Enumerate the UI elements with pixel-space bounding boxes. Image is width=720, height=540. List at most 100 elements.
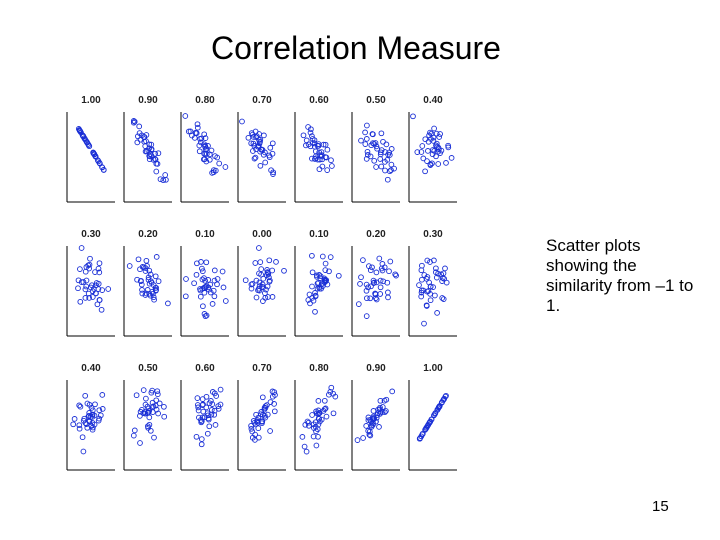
scatter-point	[152, 287, 159, 294]
scatter-point	[423, 303, 430, 309]
scatter-point	[386, 268, 392, 275]
scatter-point	[426, 279, 432, 286]
scatter-point	[197, 287, 204, 294]
scatter-point	[77, 298, 84, 305]
scatter-point	[306, 291, 313, 298]
scatter-point	[95, 286, 102, 292]
scatter-point	[153, 254, 160, 260]
scatter-point	[82, 295, 89, 301]
scatter-point	[364, 122, 370, 129]
scatter-point	[185, 128, 192, 135]
scatter-point	[363, 313, 370, 319]
scatter-point	[211, 267, 218, 274]
scatter-point	[205, 415, 212, 422]
scatter-point	[203, 145, 210, 152]
scatter-point	[367, 432, 374, 439]
scatter-point	[410, 113, 416, 120]
scatter-point	[430, 134, 437, 141]
scatter-point	[89, 407, 96, 414]
scatter-point	[143, 395, 149, 402]
correlation-label: 1.00	[423, 363, 443, 374]
scatter-point	[363, 287, 370, 294]
scatter-panel: 0.40	[408, 95, 457, 203]
scatter-point	[316, 272, 323, 278]
scatter-point	[257, 136, 264, 143]
scatter-point	[382, 159, 388, 165]
scatter-point	[327, 254, 334, 260]
scatter-point	[379, 261, 386, 267]
scatter-point	[149, 409, 156, 415]
scatter-point	[189, 132, 195, 139]
scatter-point	[80, 133, 87, 140]
scatter-point	[217, 401, 224, 408]
correlation-label: 0.80	[309, 363, 329, 374]
correlation-label: 0.40	[423, 95, 443, 106]
scatter-point	[425, 138, 432, 145]
scatter-point	[355, 301, 362, 307]
scatter-point	[312, 308, 318, 315]
scatter-point	[262, 159, 269, 166]
scatter-point	[317, 418, 323, 425]
scatter-point	[439, 295, 446, 301]
scatter-point	[99, 392, 106, 398]
scatter-point	[210, 167, 217, 173]
scatter-point	[364, 295, 370, 302]
scatter-panel: 0.80	[294, 363, 343, 471]
scatter-point	[152, 150, 158, 157]
correlation-label: 0.20	[366, 229, 386, 240]
scatter-point	[388, 161, 395, 168]
scatter-point	[144, 410, 151, 416]
scatter-point	[436, 403, 443, 409]
scatter-point	[201, 131, 208, 138]
scatter-point	[427, 291, 433, 297]
scatter-point	[211, 277, 218, 284]
correlation-label: 0.40	[81, 363, 101, 374]
scatter-point	[156, 400, 163, 407]
scatter-point	[199, 396, 206, 402]
correlation-label: 0.60	[195, 363, 215, 374]
scatter-point	[200, 156, 207, 163]
scatter-point	[381, 409, 388, 416]
scatter-point	[96, 297, 103, 303]
scatter-point	[393, 272, 399, 279]
scatter-point	[255, 425, 262, 432]
scatter-panel: 0.50	[351, 95, 400, 203]
scatter-point	[261, 132, 267, 139]
scatter-point	[182, 113, 189, 119]
scatter-point	[428, 416, 435, 423]
scatter-point	[377, 284, 384, 291]
scatter-point	[193, 433, 200, 440]
scatter-point	[421, 320, 427, 327]
scatter-point	[312, 292, 319, 299]
scatter-point	[256, 285, 262, 292]
scatter-point	[134, 276, 140, 283]
scatter-point	[385, 294, 391, 301]
scatter-point	[136, 130, 143, 136]
scatter-point	[155, 278, 162, 285]
scatter-point	[326, 268, 332, 275]
scatter-point	[433, 130, 440, 137]
scatter-panel: 0.60	[294, 95, 343, 203]
scatter-panel: 0.20	[123, 229, 172, 337]
scatter-point	[255, 144, 262, 150]
scatter-point	[153, 397, 160, 404]
scatter-point	[96, 407, 103, 414]
scatter-point	[130, 432, 137, 439]
scatter-point	[83, 421, 90, 427]
scatter-point	[424, 422, 431, 429]
scatter-point	[94, 157, 101, 164]
scatter-panel: 0.90	[123, 95, 172, 203]
scatter-point	[424, 257, 431, 264]
scatter-point	[199, 414, 206, 421]
scatter-point	[322, 267, 329, 273]
scatter-point	[316, 166, 323, 173]
scatter-panel: 0.10	[294, 229, 343, 337]
scatter-point	[145, 147, 152, 154]
scatter-point	[211, 411, 218, 418]
scatter-point	[383, 396, 390, 403]
scatter-point	[84, 424, 91, 431]
scatter-point	[252, 154, 259, 161]
scatter-point	[252, 260, 259, 266]
scatter-point	[143, 257, 150, 264]
scatter-point	[322, 141, 329, 148]
